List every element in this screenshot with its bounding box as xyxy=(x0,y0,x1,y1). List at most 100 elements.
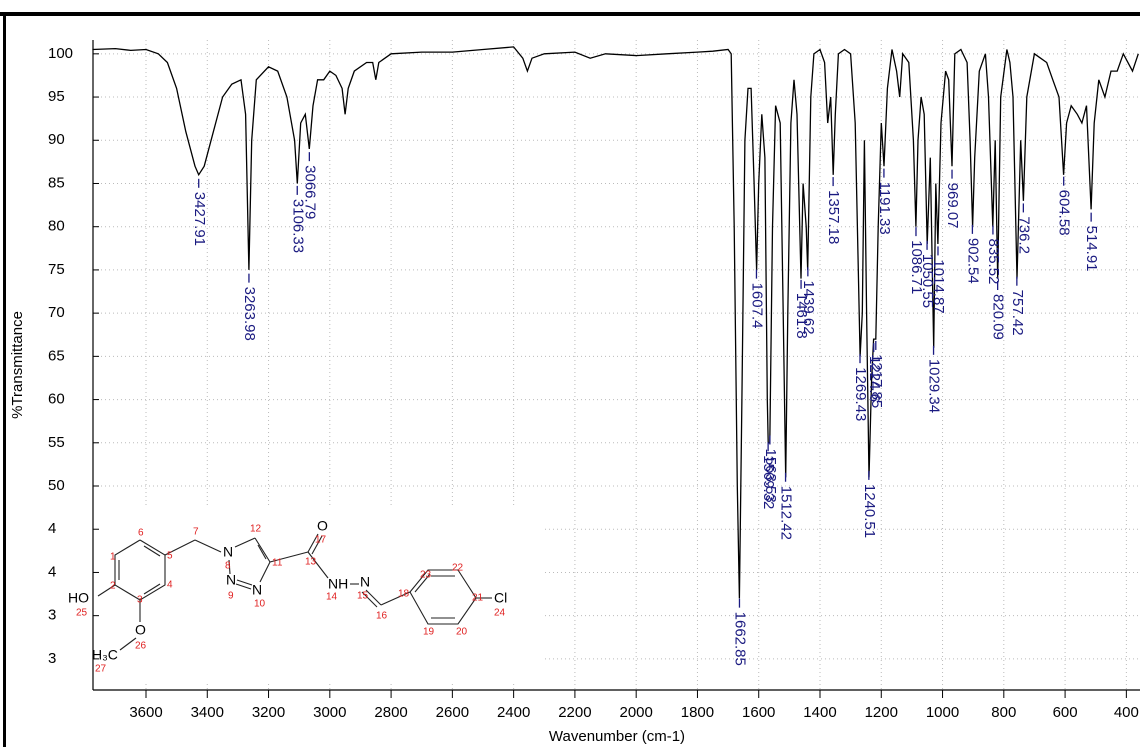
x-tick-label: 1200 xyxy=(865,704,898,721)
peak-label: 1569.32 xyxy=(760,455,777,509)
atom-number: 27 xyxy=(95,664,107,675)
atom-number: 14 xyxy=(326,592,338,603)
x-tick-label: 800 xyxy=(991,704,1016,721)
y-tick-label: 60 xyxy=(48,391,65,408)
molecule: HO O H₃C N N N O NH N Cl 1 2 3 4 5 6 7 8… xyxy=(68,518,507,675)
bonds xyxy=(97,533,492,651)
atom-number: 3 xyxy=(137,595,143,606)
bond xyxy=(307,533,319,553)
atom-number: 17 xyxy=(315,535,327,546)
atom-label: O xyxy=(135,622,146,638)
bond xyxy=(311,535,323,555)
peak-label: 604.58 xyxy=(1056,190,1073,236)
atom-number: 2 xyxy=(110,581,116,592)
peak-label: 1269.43 xyxy=(852,367,869,421)
grid xyxy=(93,40,1140,690)
x-tick-label: 3600 xyxy=(129,704,162,721)
atom-number: 19 xyxy=(423,627,435,638)
atom-label: HO xyxy=(68,590,89,606)
bond xyxy=(269,551,309,563)
x-tick-label: 2400 xyxy=(497,704,530,721)
x-tick-label: 1600 xyxy=(742,704,775,721)
bond xyxy=(257,544,267,560)
atom-number: 4 xyxy=(167,580,173,591)
peak-label: 1357.18 xyxy=(825,190,842,244)
peak-label: 1512.42 xyxy=(778,486,795,540)
peak-label: 1086.71 xyxy=(908,240,925,294)
bond xyxy=(194,539,222,553)
peak-label: 1014.87 xyxy=(930,259,947,313)
x-axis-title: Wavenumber (cm-1) xyxy=(549,728,685,745)
bond xyxy=(361,591,378,608)
peak-label: 1662.85 xyxy=(732,612,749,666)
bond xyxy=(254,537,271,563)
atom-label: H₃C xyxy=(92,647,118,663)
y-tick-label: 80 xyxy=(48,218,65,235)
atom-number: 15 xyxy=(357,591,369,602)
bond xyxy=(164,539,196,556)
x-tick-label: 1800 xyxy=(681,704,714,721)
atom-number: 25 xyxy=(76,608,88,619)
x-tick-label: 3000 xyxy=(313,704,346,721)
peak-label: 3106.33 xyxy=(289,199,306,253)
bond xyxy=(236,579,253,586)
peak-label: 1224.6 xyxy=(866,356,883,402)
peak-label: 757.42 xyxy=(1009,290,1026,336)
y-tick-label: 90 xyxy=(48,131,65,148)
bond xyxy=(119,637,137,651)
atom-label: N xyxy=(226,572,236,588)
atom-label: N xyxy=(252,582,262,598)
y-tick-label: 55 xyxy=(48,434,65,451)
atom-number: 5 xyxy=(167,551,173,562)
bond xyxy=(235,583,252,590)
y-tick-label: 70 xyxy=(48,304,65,321)
atom-label: NH xyxy=(328,576,348,592)
x-tick-label: 400 xyxy=(1114,704,1139,721)
peak-label: 514.91 xyxy=(1083,226,1100,272)
atom-number: 12 xyxy=(250,524,262,535)
x-tick-label: 2000 xyxy=(619,704,652,721)
frame-left xyxy=(3,12,6,747)
atom-label: O xyxy=(317,518,328,534)
y-tick-label: 4 xyxy=(48,520,56,537)
axes xyxy=(92,40,1140,698)
frame-top xyxy=(0,12,1140,16)
bond xyxy=(307,551,329,579)
atom-label: N xyxy=(360,574,370,590)
atom-number: 8 xyxy=(225,561,231,572)
y-tick-label: 95 xyxy=(48,88,65,105)
y-tick-label: 3 xyxy=(48,650,56,667)
atom-number: 21 xyxy=(472,593,484,604)
y-tick-label: 50 xyxy=(48,477,65,494)
atom-number: 13 xyxy=(305,557,317,568)
peak-label: 3263.98 xyxy=(241,287,258,341)
peak-label: 1217.85 xyxy=(868,354,885,408)
x-tick-label: 1400 xyxy=(803,704,836,721)
peak-label: 1461.8 xyxy=(793,293,810,339)
spectrum-line xyxy=(92,46,1139,599)
peak-label: 3427.91 xyxy=(191,192,208,246)
y-tick-label: 4 xyxy=(48,563,56,580)
y-tick-label: 3 xyxy=(48,607,56,624)
peak-label: 820.09 xyxy=(990,294,1007,340)
atom-number: 20 xyxy=(456,627,468,638)
molecule-box xyxy=(60,508,542,684)
peak-label: 1439.62 xyxy=(800,280,817,334)
bond xyxy=(228,559,231,575)
peak-label: 835.52 xyxy=(985,239,1002,285)
peak-label: 1607.4 xyxy=(748,283,765,329)
peak-label: 1240.51 xyxy=(861,484,878,538)
atom-number: 23 xyxy=(420,570,432,581)
peak-label: 3066.79 xyxy=(301,165,318,219)
atom-label: Cl xyxy=(494,590,507,606)
x-tick-label: 2200 xyxy=(558,704,591,721)
y-tick-label: 75 xyxy=(48,261,65,278)
atom-number: 9 xyxy=(228,591,234,602)
peak-label: 1191.33 xyxy=(876,182,893,235)
atom-label: N xyxy=(223,544,233,560)
peak-label: 1029.34 xyxy=(926,359,943,413)
atom-number: 1 xyxy=(110,552,116,563)
bond xyxy=(234,537,256,548)
bond xyxy=(414,573,431,593)
